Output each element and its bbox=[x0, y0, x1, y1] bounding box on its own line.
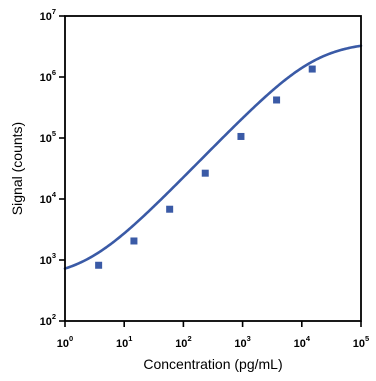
curve-layer bbox=[63, 44, 363, 270]
x-axis-title: Concentration (pg/mL) bbox=[143, 356, 282, 372]
x-tick-exponent: 1 bbox=[128, 334, 132, 343]
x-tick-label: 102 bbox=[175, 334, 191, 350]
y-tick-base: 10 bbox=[40, 133, 52, 145]
x-tick-label: 104 bbox=[294, 334, 311, 350]
y-tick-exponent: 4 bbox=[52, 190, 57, 199]
plot-frame bbox=[64, 15, 362, 322]
x-tick-label: 100 bbox=[57, 334, 73, 350]
x-tick-base: 10 bbox=[353, 338, 365, 350]
x-tick-label: 105 bbox=[353, 334, 369, 350]
x-tick-label: 103 bbox=[234, 334, 250, 350]
y-tick-base: 10 bbox=[40, 194, 52, 206]
y-tick-base: 10 bbox=[40, 255, 52, 267]
x-tick-exponent: 3 bbox=[247, 334, 251, 343]
y-tick-label: 102 bbox=[40, 312, 56, 328]
y-tick-base: 10 bbox=[40, 316, 52, 328]
x-tick-exponent: 0 bbox=[69, 334, 73, 343]
x-tick-base: 10 bbox=[234, 338, 246, 350]
data-point bbox=[166, 205, 174, 213]
x-tick-label: 101 bbox=[116, 334, 132, 350]
y-tick-label: 107 bbox=[40, 7, 56, 23]
x-tick-exponent: 2 bbox=[187, 334, 191, 343]
x-tick-exponent: 4 bbox=[306, 334, 311, 343]
y-tick-base: 10 bbox=[40, 72, 52, 84]
data-point bbox=[201, 169, 209, 177]
y-tick-base: 10 bbox=[40, 11, 52, 23]
data-point bbox=[273, 96, 281, 104]
x-tick-exponent: 5 bbox=[365, 334, 369, 343]
x-tick-base: 10 bbox=[116, 338, 128, 350]
y-tick-exponent: 6 bbox=[52, 68, 56, 77]
x-tick-base: 10 bbox=[57, 338, 69, 350]
y-tick-exponent: 5 bbox=[52, 129, 56, 138]
y-tick-exponent: 3 bbox=[52, 251, 56, 260]
y-tick-exponent: 7 bbox=[52, 7, 56, 16]
y-tick-exponent: 2 bbox=[52, 312, 56, 321]
data-point bbox=[130, 237, 138, 245]
x-tick-base: 10 bbox=[175, 338, 187, 350]
data-point bbox=[95, 261, 103, 269]
x-tick-base: 10 bbox=[294, 338, 306, 350]
y-tick-label: 104 bbox=[40, 190, 57, 206]
points-layer bbox=[95, 65, 316, 269]
data-point bbox=[308, 65, 316, 73]
data-point bbox=[237, 132, 245, 140]
y-axis-title: Signal (counts) bbox=[9, 122, 25, 215]
y-tick-label: 106 bbox=[40, 68, 56, 84]
y-tick-label: 105 bbox=[40, 129, 56, 145]
fit-curve bbox=[63, 44, 363, 270]
y-tick-label: 103 bbox=[40, 251, 56, 267]
